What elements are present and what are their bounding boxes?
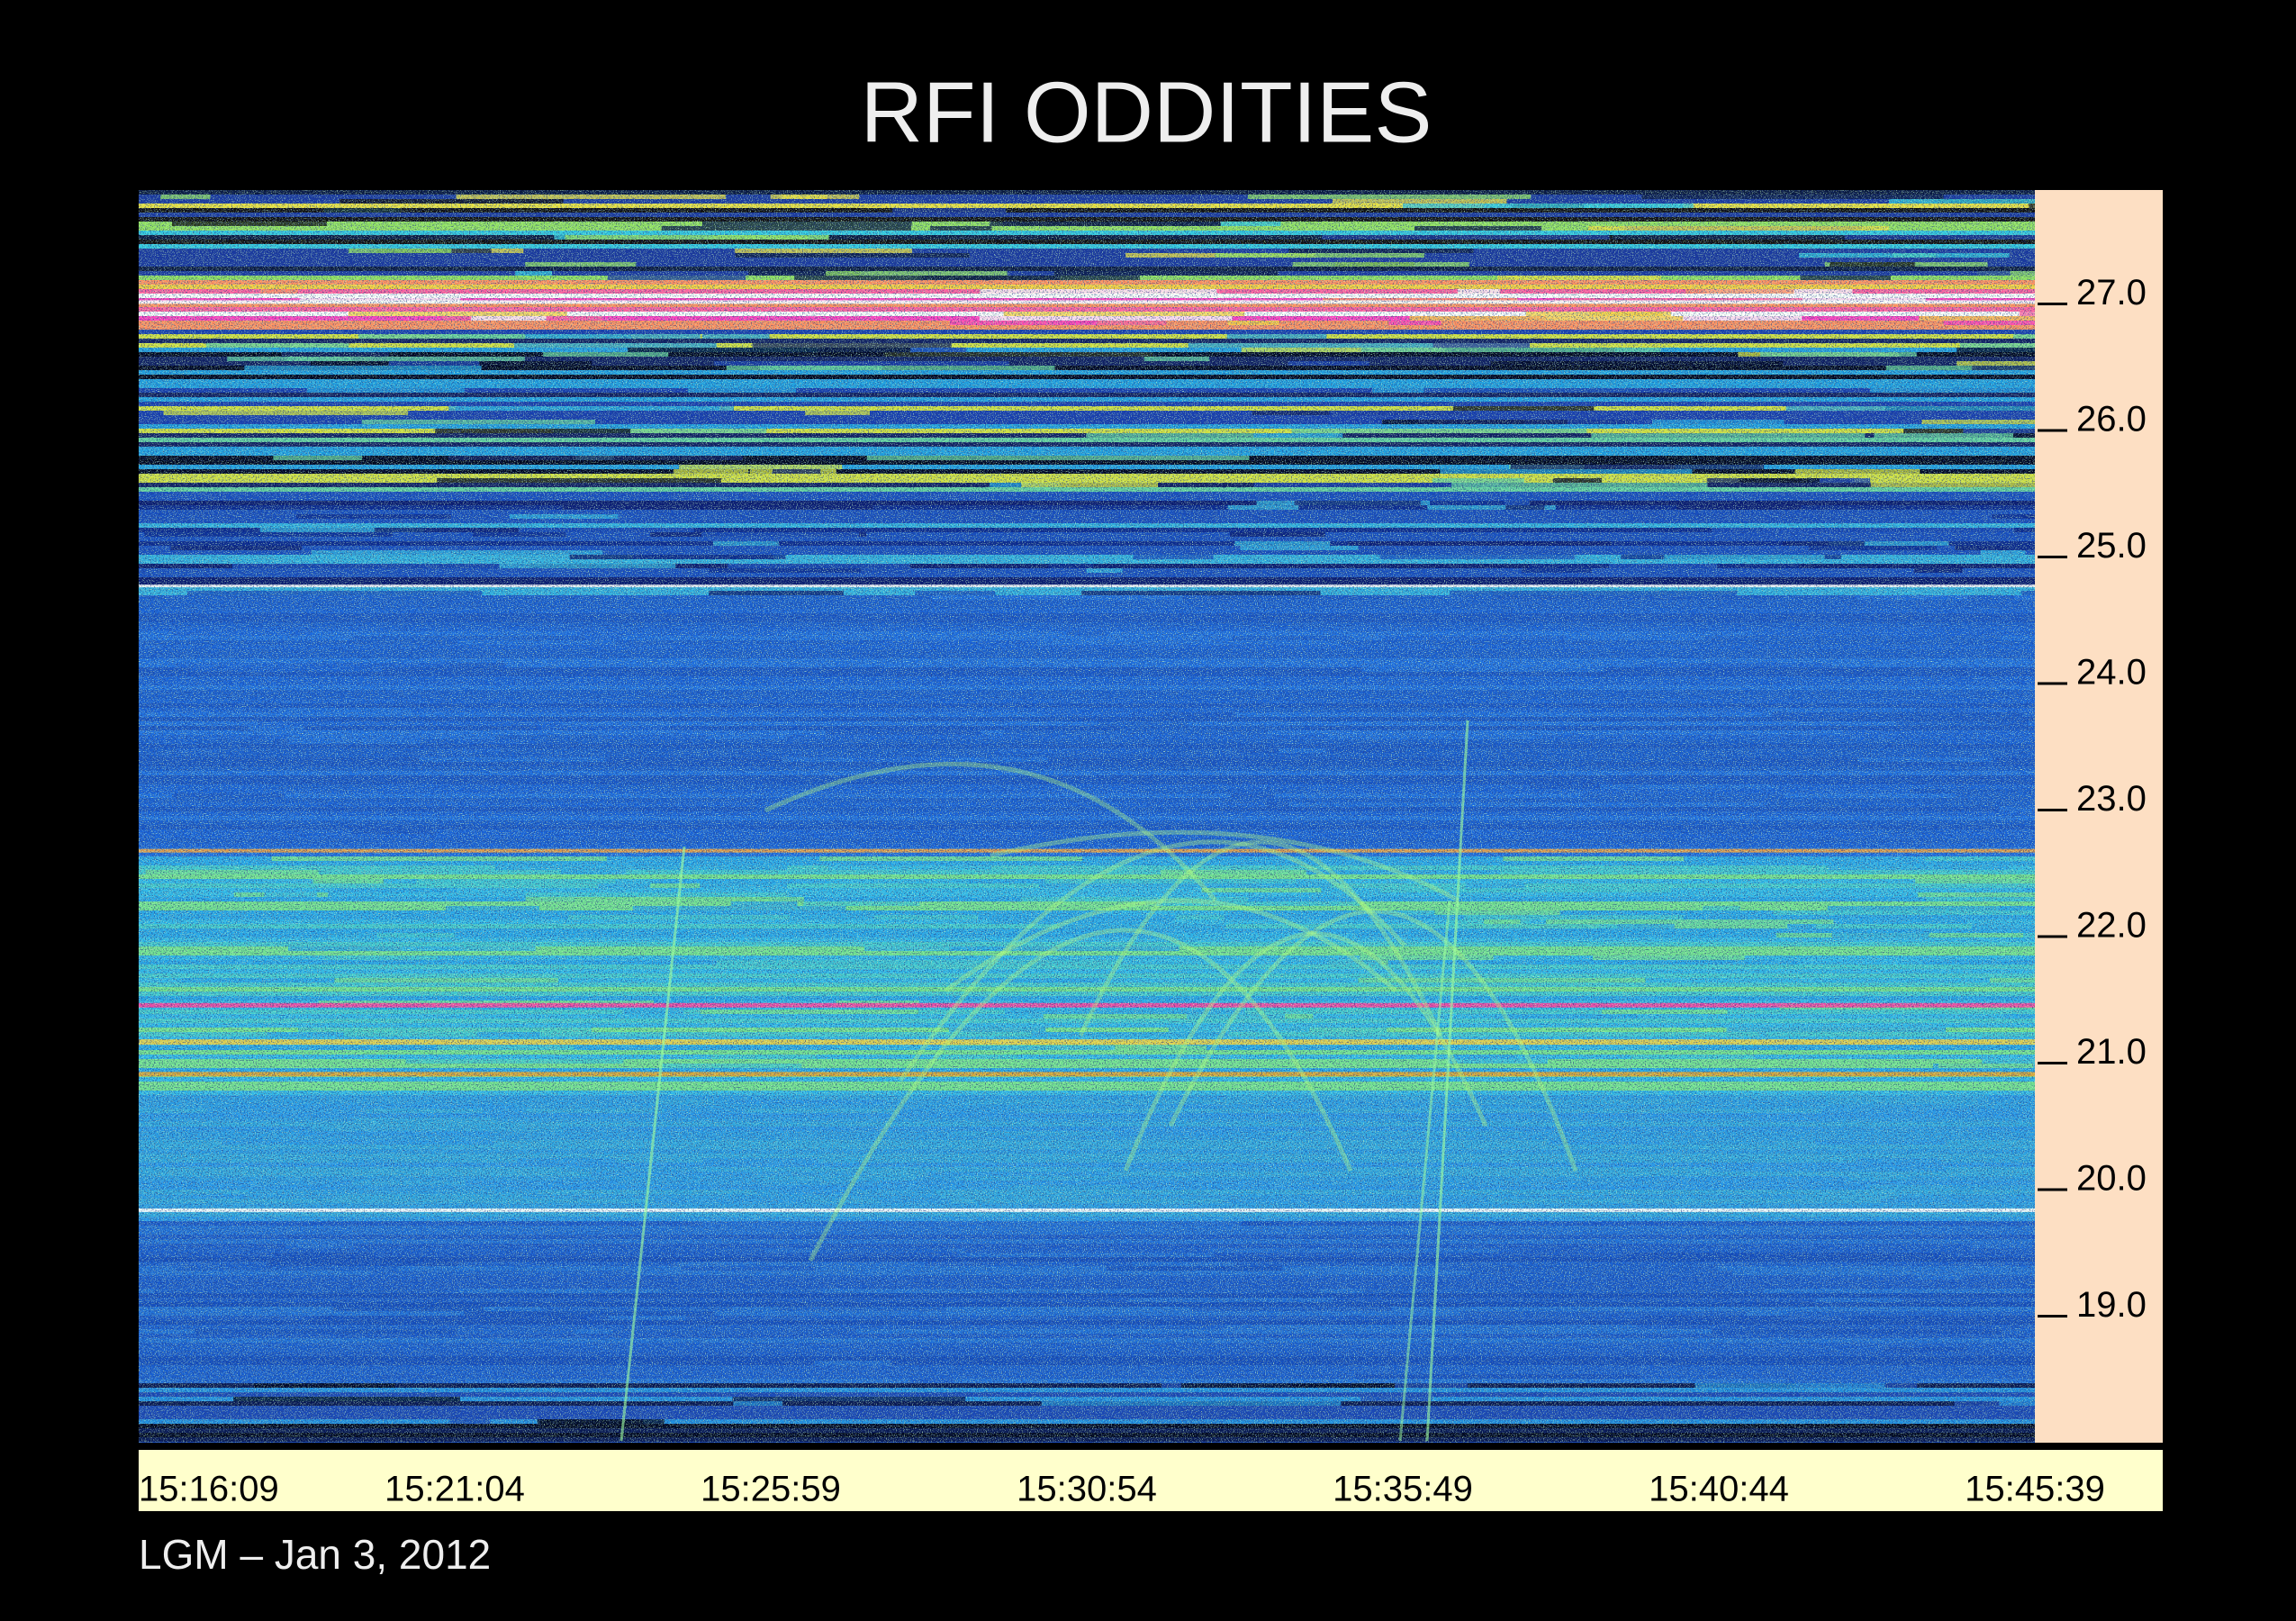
x-tick-label: 15:30:54 (1017, 1470, 1157, 1509)
streak (1398, 900, 1451, 1442)
chart-title: RFI ODDITIES (861, 64, 1433, 160)
arc-feature (764, 761, 1217, 902)
spectrogram (139, 190, 2035, 1443)
y-tick-label: 21.0 (2076, 1032, 2147, 1072)
streak (1425, 720, 1469, 1442)
arc-feature (898, 839, 1406, 1082)
y-tick-label: 19.0 (2076, 1285, 2147, 1325)
y-tick-label: 22.0 (2076, 906, 2147, 946)
y-tick-label: 26.0 (2076, 400, 2147, 439)
arc-feature (1123, 931, 1488, 1172)
x-tick-label: 15:40:44 (1649, 1470, 1789, 1509)
y-tick-label: 27.0 (2076, 273, 2147, 312)
x-tick-label: 15:21:04 (384, 1470, 525, 1509)
arc-feature (1168, 909, 1578, 1172)
arc-feature (808, 928, 1353, 1263)
y-tick-label: 23.0 (2076, 779, 2147, 819)
arc-feature (990, 829, 1460, 903)
y-tick-label: 24.0 (2076, 653, 2147, 693)
arc-feature (944, 898, 1397, 993)
x-tick-label: 15:16:09 (139, 1470, 279, 1509)
footnote: LGM – Jan 3, 2012 (139, 1531, 491, 1578)
y-axis-panel (2035, 190, 2163, 1443)
y-tick-label: 25.0 (2076, 526, 2147, 566)
x-tick-label: 15:25:59 (701, 1470, 841, 1509)
arc-feature (1078, 839, 1443, 1037)
x-tick-label: 15:45:39 (1965, 1470, 2105, 1509)
noise-specks (139, 190, 2035, 1443)
y-tick-label: 20.0 (2076, 1159, 2147, 1199)
x-tick-label: 15:35:49 (1333, 1470, 1473, 1509)
x-axis-panel (139, 1450, 2163, 1511)
streak (619, 846, 686, 1442)
